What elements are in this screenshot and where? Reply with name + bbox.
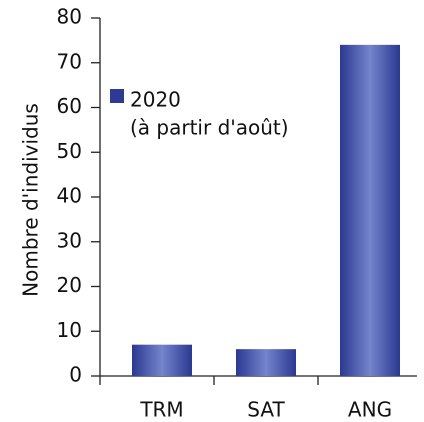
legend-note: (à partir d'août) <box>130 116 289 140</box>
x-tick-label: SAT <box>247 398 285 422</box>
y-tick-label: 0 <box>69 363 82 387</box>
bar <box>132 344 192 376</box>
y-tick-label: 30 <box>57 228 82 252</box>
y-tick-label: 50 <box>57 139 82 163</box>
x-tick-label: TRM <box>139 398 183 422</box>
y-tick-label: 10 <box>57 318 82 342</box>
legend-label: 2020 <box>130 88 181 112</box>
y-tick-label: 20 <box>57 273 82 297</box>
y-tick-label: 40 <box>57 184 82 208</box>
y-axis-label: Nombre d'individus <box>19 103 43 297</box>
y-tick-label: 70 <box>57 49 82 73</box>
x-tick-label: ANG <box>348 398 392 422</box>
bar <box>340 44 400 376</box>
bar <box>236 349 296 376</box>
legend-swatch <box>110 89 124 103</box>
y-tick-label: 80 <box>57 5 82 29</box>
y-tick-label: 60 <box>57 94 82 118</box>
